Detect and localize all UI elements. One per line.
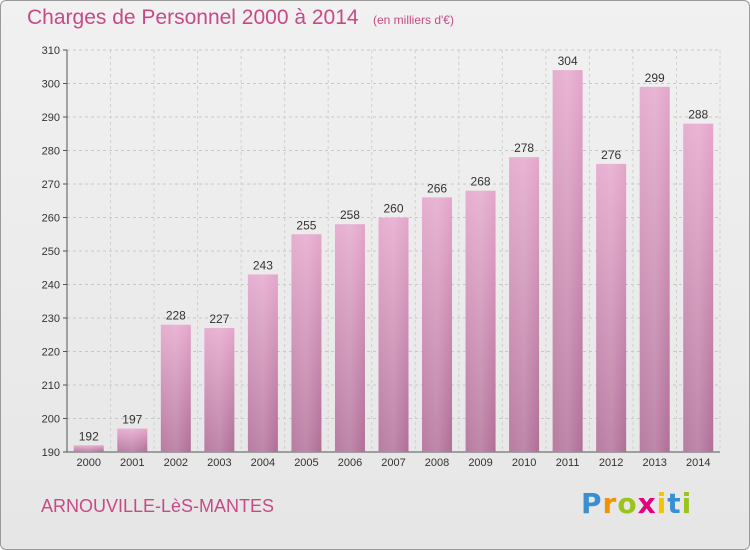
city-name: ARNOUVILLE-LèS-MANTES — [41, 496, 275, 516]
x-tick-label: 2008 — [425, 457, 449, 469]
value-label: 228 — [166, 309, 186, 323]
logo-letter: P — [581, 487, 603, 520]
x-tick-label: 2000 — [77, 457, 101, 469]
y-tick-label: 220 — [42, 347, 60, 359]
bar-shine — [683, 123, 714, 452]
proxiti-logo: Proxiti — [581, 487, 692, 520]
x-tick-label: 2007 — [381, 457, 405, 469]
logo-letter: t — [667, 487, 682, 520]
chart-subtitle: (en milliers d'€) — [373, 13, 454, 27]
x-tick-label: 2004 — [251, 457, 275, 469]
value-label: 288 — [688, 108, 708, 122]
x-tick-label: 2011 — [556, 457, 580, 469]
bar-shine — [378, 217, 409, 452]
value-label: 243 — [253, 258, 273, 272]
bar-shine — [160, 324, 191, 452]
value-label: 192 — [79, 429, 99, 443]
y-tick-label: 200 — [42, 414, 60, 426]
bar-shine — [552, 70, 583, 452]
labels: 192 2000 197 2001 228 2002 227 2003 243 2004 255 20… — [77, 54, 711, 469]
value-label: 276 — [601, 148, 621, 162]
logo-letter: x — [637, 487, 657, 520]
bar-shine — [117, 428, 148, 452]
x-tick-label: 2013 — [642, 457, 666, 469]
value-label: 260 — [383, 202, 403, 216]
value-label: 304 — [558, 54, 578, 68]
y-tick-label: 250 — [42, 246, 60, 258]
logo-letter: i — [681, 487, 693, 520]
logo-letter: i — [656, 487, 668, 520]
x-tick-label: 2003 — [207, 457, 231, 469]
value-label: 255 — [296, 218, 316, 232]
bar-shine — [291, 234, 322, 452]
y-tick-label: 210 — [42, 380, 60, 392]
y-tick-label: 260 — [42, 213, 60, 225]
value-label: 299 — [645, 71, 665, 85]
x-tick-label: 2002 — [164, 457, 188, 469]
value-label: 268 — [471, 175, 491, 189]
value-label: 278 — [514, 141, 534, 155]
bar-shine — [204, 328, 235, 452]
bar-shine — [509, 157, 540, 452]
logo-letter: o — [617, 487, 638, 520]
bar-shine — [334, 224, 365, 452]
x-tick-label: 2010 — [512, 457, 536, 469]
x-tick-label: 2005 — [294, 457, 318, 469]
y-tick-label: 310 — [42, 45, 60, 57]
value-label: 266 — [427, 181, 447, 195]
y-tick-label: 190 — [42, 447, 60, 459]
bar-shine — [596, 163, 627, 452]
value-label: 197 — [122, 413, 142, 427]
chart-title: Charges de Personnel 2000 à 2014 — [27, 6, 359, 29]
y-tick-label: 300 — [42, 79, 60, 91]
y-tick-label: 280 — [42, 146, 60, 158]
bars — [73, 70, 714, 452]
x-tick-label: 2001 — [120, 457, 144, 469]
bar-shine — [422, 197, 453, 452]
y-tick-label: 230 — [42, 313, 60, 325]
x-tick-label: 2014 — [686, 457, 710, 469]
value-label: 227 — [209, 312, 229, 326]
bar-shine — [639, 86, 670, 452]
bar-shine — [247, 274, 278, 452]
logo-letter: r — [602, 487, 618, 520]
x-tick-label: 2006 — [338, 457, 362, 469]
y-tick-label: 270 — [42, 179, 60, 191]
y-tick-label: 240 — [42, 280, 60, 292]
bar-shine — [465, 190, 496, 452]
x-tick-label: 2009 — [468, 457, 492, 469]
y-tick-label: 290 — [42, 112, 60, 124]
bar-shine — [73, 445, 104, 452]
x-tick-label: 2012 — [599, 457, 623, 469]
value-label: 258 — [340, 208, 360, 222]
